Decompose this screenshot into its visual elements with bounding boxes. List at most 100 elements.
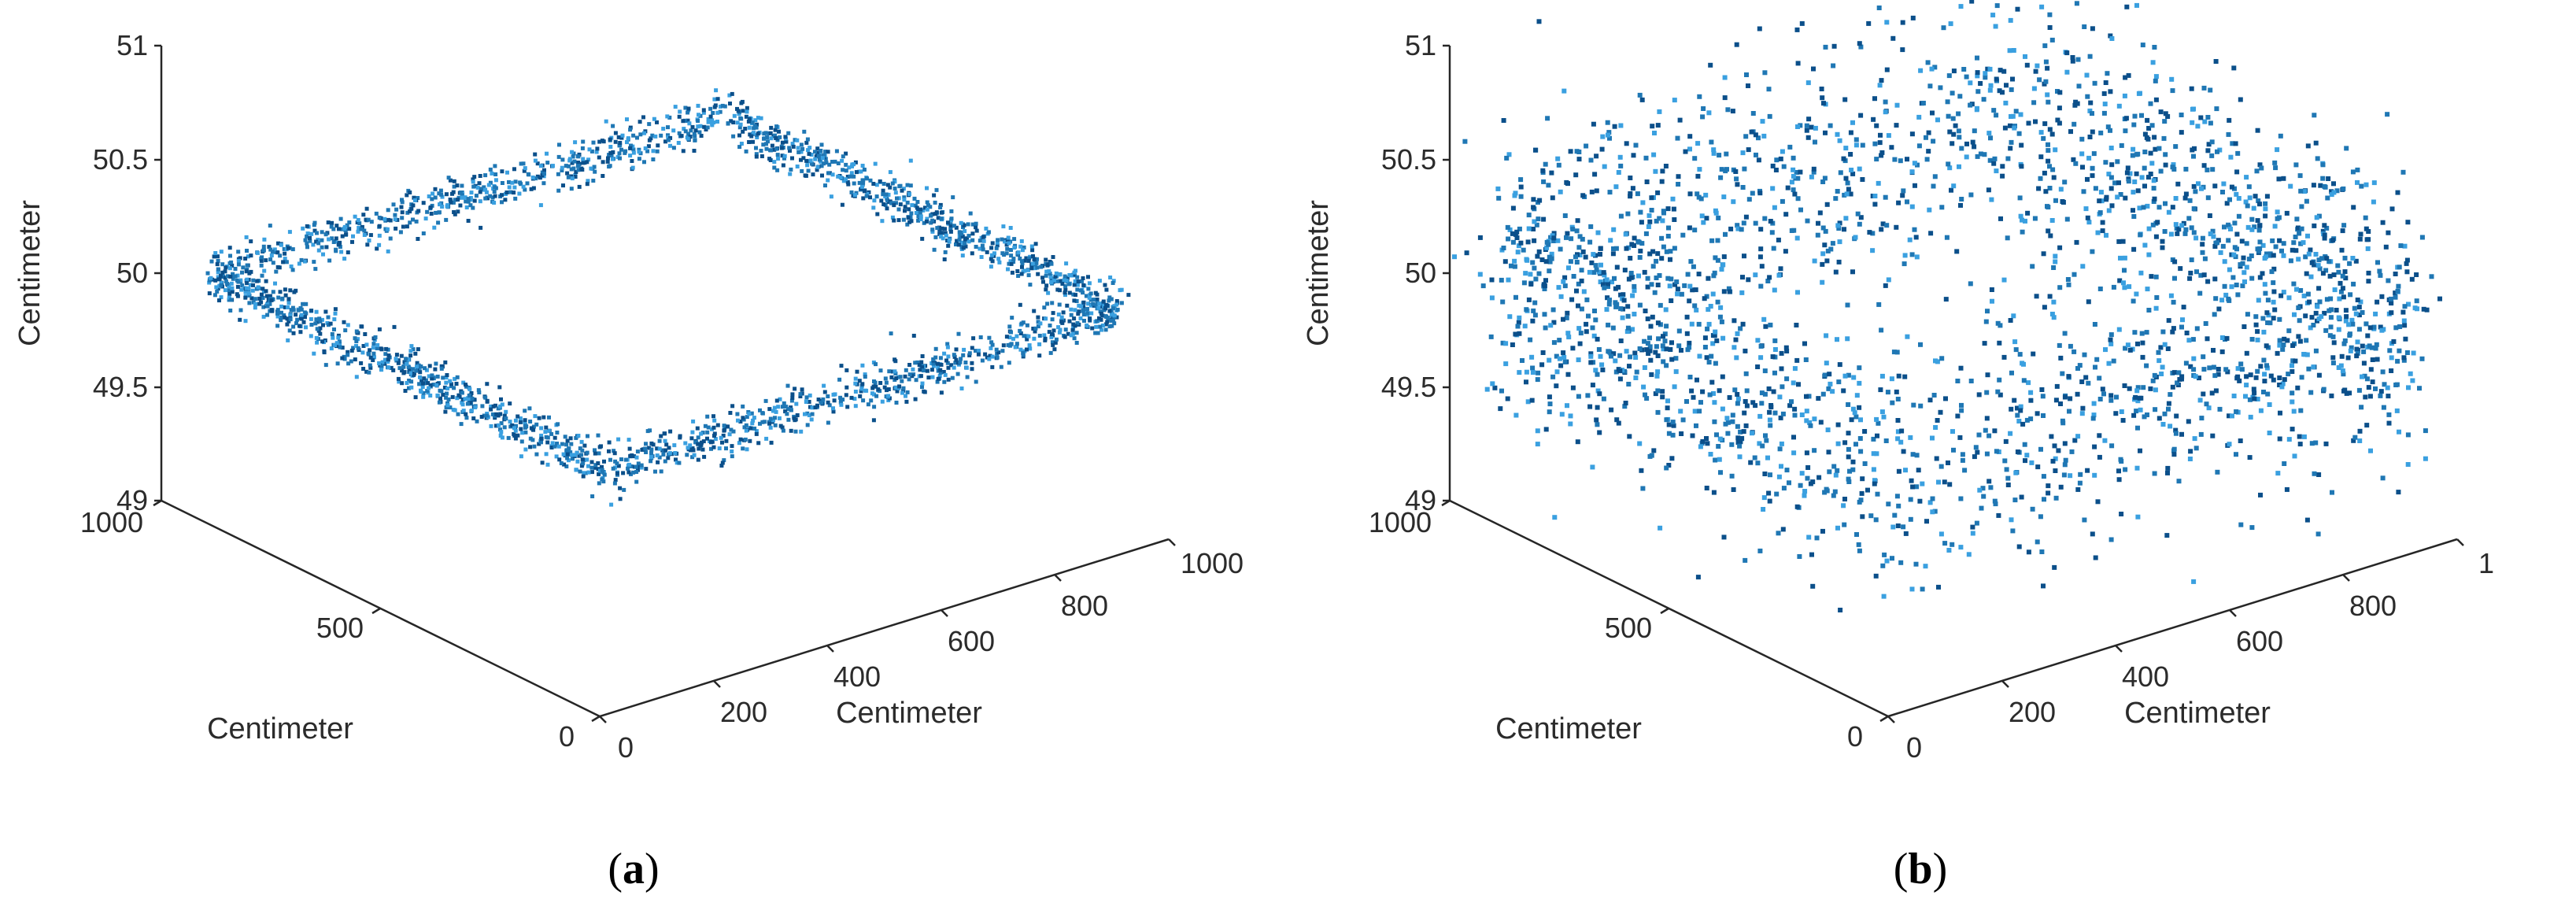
scatter-point — [2071, 157, 2076, 162]
scatter-point — [784, 139, 789, 144]
scatter-point — [2092, 322, 2097, 327]
scatter-point — [2217, 147, 2223, 153]
scatter-point — [408, 209, 412, 214]
scatter-point — [1066, 331, 1070, 336]
scatter-point — [337, 242, 341, 246]
scatter-point — [864, 194, 869, 198]
scatter-point — [2260, 316, 2266, 321]
scatter-point — [2046, 142, 2050, 147]
scatter-point — [1868, 513, 1874, 519]
scatter-point — [1927, 207, 1932, 213]
scatter-point — [836, 161, 841, 165]
scatter-point — [1712, 400, 1717, 405]
scatter-point — [1785, 185, 1791, 190]
scatter-point — [893, 190, 898, 195]
scatter-point — [1811, 166, 1817, 172]
scatter-point — [1596, 347, 1602, 352]
scatter-point — [2365, 333, 2371, 338]
scatter-point — [283, 293, 288, 298]
scatter-point — [342, 357, 347, 361]
scatter-point — [1609, 407, 1614, 412]
scatter-point — [1676, 182, 1681, 187]
scatter-point — [2176, 479, 2182, 484]
scatter-point — [2180, 317, 2185, 323]
scatter-point — [1870, 231, 1876, 236]
scatter-point — [1612, 276, 1617, 281]
scatter-point — [827, 162, 832, 167]
scatter-point — [485, 382, 490, 387]
scatter-point — [1876, 180, 1881, 186]
scatter-point — [1857, 405, 1862, 410]
scatter-point — [683, 105, 688, 110]
scatter-point — [2374, 342, 2379, 347]
scatter-point — [1820, 528, 1825, 534]
scatter-point — [773, 133, 778, 138]
scatter-point — [578, 446, 582, 451]
scatter-point — [1575, 218, 1580, 224]
scatter-point — [885, 198, 890, 203]
scatter-point — [1781, 164, 1787, 169]
scatter-point — [1668, 249, 1673, 254]
scatter-point — [934, 187, 939, 192]
scatter-point — [621, 471, 626, 475]
scatter-point — [2271, 253, 2276, 258]
scatter-point — [321, 323, 325, 327]
scatter-point — [513, 418, 518, 423]
scatter-point — [1687, 375, 1693, 379]
scatter-point — [1617, 154, 1623, 160]
scatter-point — [2205, 148, 2211, 154]
scatter-point — [1598, 262, 1603, 268]
scatter-point — [267, 245, 272, 250]
scatter-point — [1798, 207, 1803, 213]
scatter-point — [1510, 239, 1516, 245]
scatter-point — [1632, 288, 1637, 294]
scatter-point — [253, 305, 257, 310]
scatter-point — [2205, 336, 2210, 342]
scatter-point — [371, 351, 376, 356]
scatter-point — [2153, 78, 2158, 83]
scatter-point — [2109, 203, 2115, 209]
scatter-point — [1114, 302, 1119, 307]
scatter-point — [2046, 490, 2051, 496]
scatter-point — [353, 357, 357, 362]
scatter-point — [1975, 154, 1980, 159]
scatter-point — [747, 412, 752, 416]
scatter-point — [1646, 213, 1652, 218]
scatter-point — [2157, 416, 2162, 421]
scatter-point — [2223, 367, 2229, 372]
scatter-point — [1857, 380, 1862, 386]
scatter-point — [978, 335, 983, 339]
scatter-point — [2098, 130, 2104, 135]
scatter-point — [2293, 358, 2298, 364]
scatter-point — [2017, 352, 2023, 357]
z-tick-label: 51 — [1405, 29, 1436, 61]
scatter-point — [362, 228, 367, 233]
scatter-point — [871, 205, 876, 210]
scatter-point — [2069, 449, 2075, 454]
scatter-point — [2293, 235, 2298, 239]
scatter-point — [677, 114, 682, 119]
scatter-point — [1627, 364, 1632, 369]
scatter-point — [557, 457, 562, 462]
scatter-point — [2304, 517, 2310, 523]
scatter-point — [1660, 168, 1665, 174]
scatter-point — [2005, 156, 2011, 161]
scatter-point — [800, 168, 804, 173]
scatter-point — [368, 365, 373, 370]
scatter-point — [350, 239, 354, 244]
scatter-point — [736, 109, 741, 113]
scatter-point — [1651, 448, 1657, 453]
scatter-point — [876, 387, 881, 392]
scatter-point — [342, 224, 347, 229]
scatter-point — [346, 361, 351, 366]
scatter-point — [914, 211, 918, 215]
x-tick-label: 1000 — [1181, 547, 1244, 579]
scatter-point — [2005, 235, 2010, 241]
scatter-point — [470, 396, 475, 401]
scatter-point — [2106, 361, 2112, 366]
scatter-point — [659, 469, 663, 474]
scatter-point — [550, 441, 555, 446]
scatter-point — [830, 160, 834, 164]
scatter-point — [1006, 342, 1011, 347]
scatter-point — [1889, 145, 1894, 150]
